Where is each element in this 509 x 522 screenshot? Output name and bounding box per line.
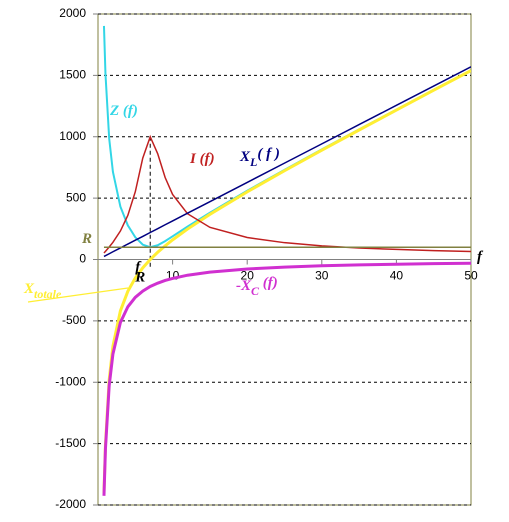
y-tick-label: 2000 [59,6,86,20]
y-tick-label: 500 [66,190,86,204]
series-line [103,66,471,258]
x-tick-label: 40 [390,269,404,283]
y-tick-label: 1000 [59,129,86,143]
series-label: Xtotale [23,281,62,300]
y-tick-label: -1000 [55,374,86,388]
series-label: Z (f) [109,103,138,119]
y-tick-label: 1500 [59,68,86,82]
series-label: XL( f ) [239,146,280,168]
series-label: I (f) [189,151,215,167]
x-tick-label: 20 [241,269,255,283]
x-tick-label: 50 [464,269,478,283]
series-label: -XC (f) [236,275,278,297]
y-tick-label: -1500 [55,436,86,450]
x-axis-label: f [477,249,484,265]
series-line [102,261,471,496]
series-line [102,69,471,493]
label-leader [27,287,129,303]
y-tick-label: 0 [79,252,86,266]
x-tick-label: 30 [315,269,329,283]
series-label: R [81,231,92,247]
y-tick-label: -500 [62,313,86,327]
y-tick-label: -2000 [55,497,86,511]
